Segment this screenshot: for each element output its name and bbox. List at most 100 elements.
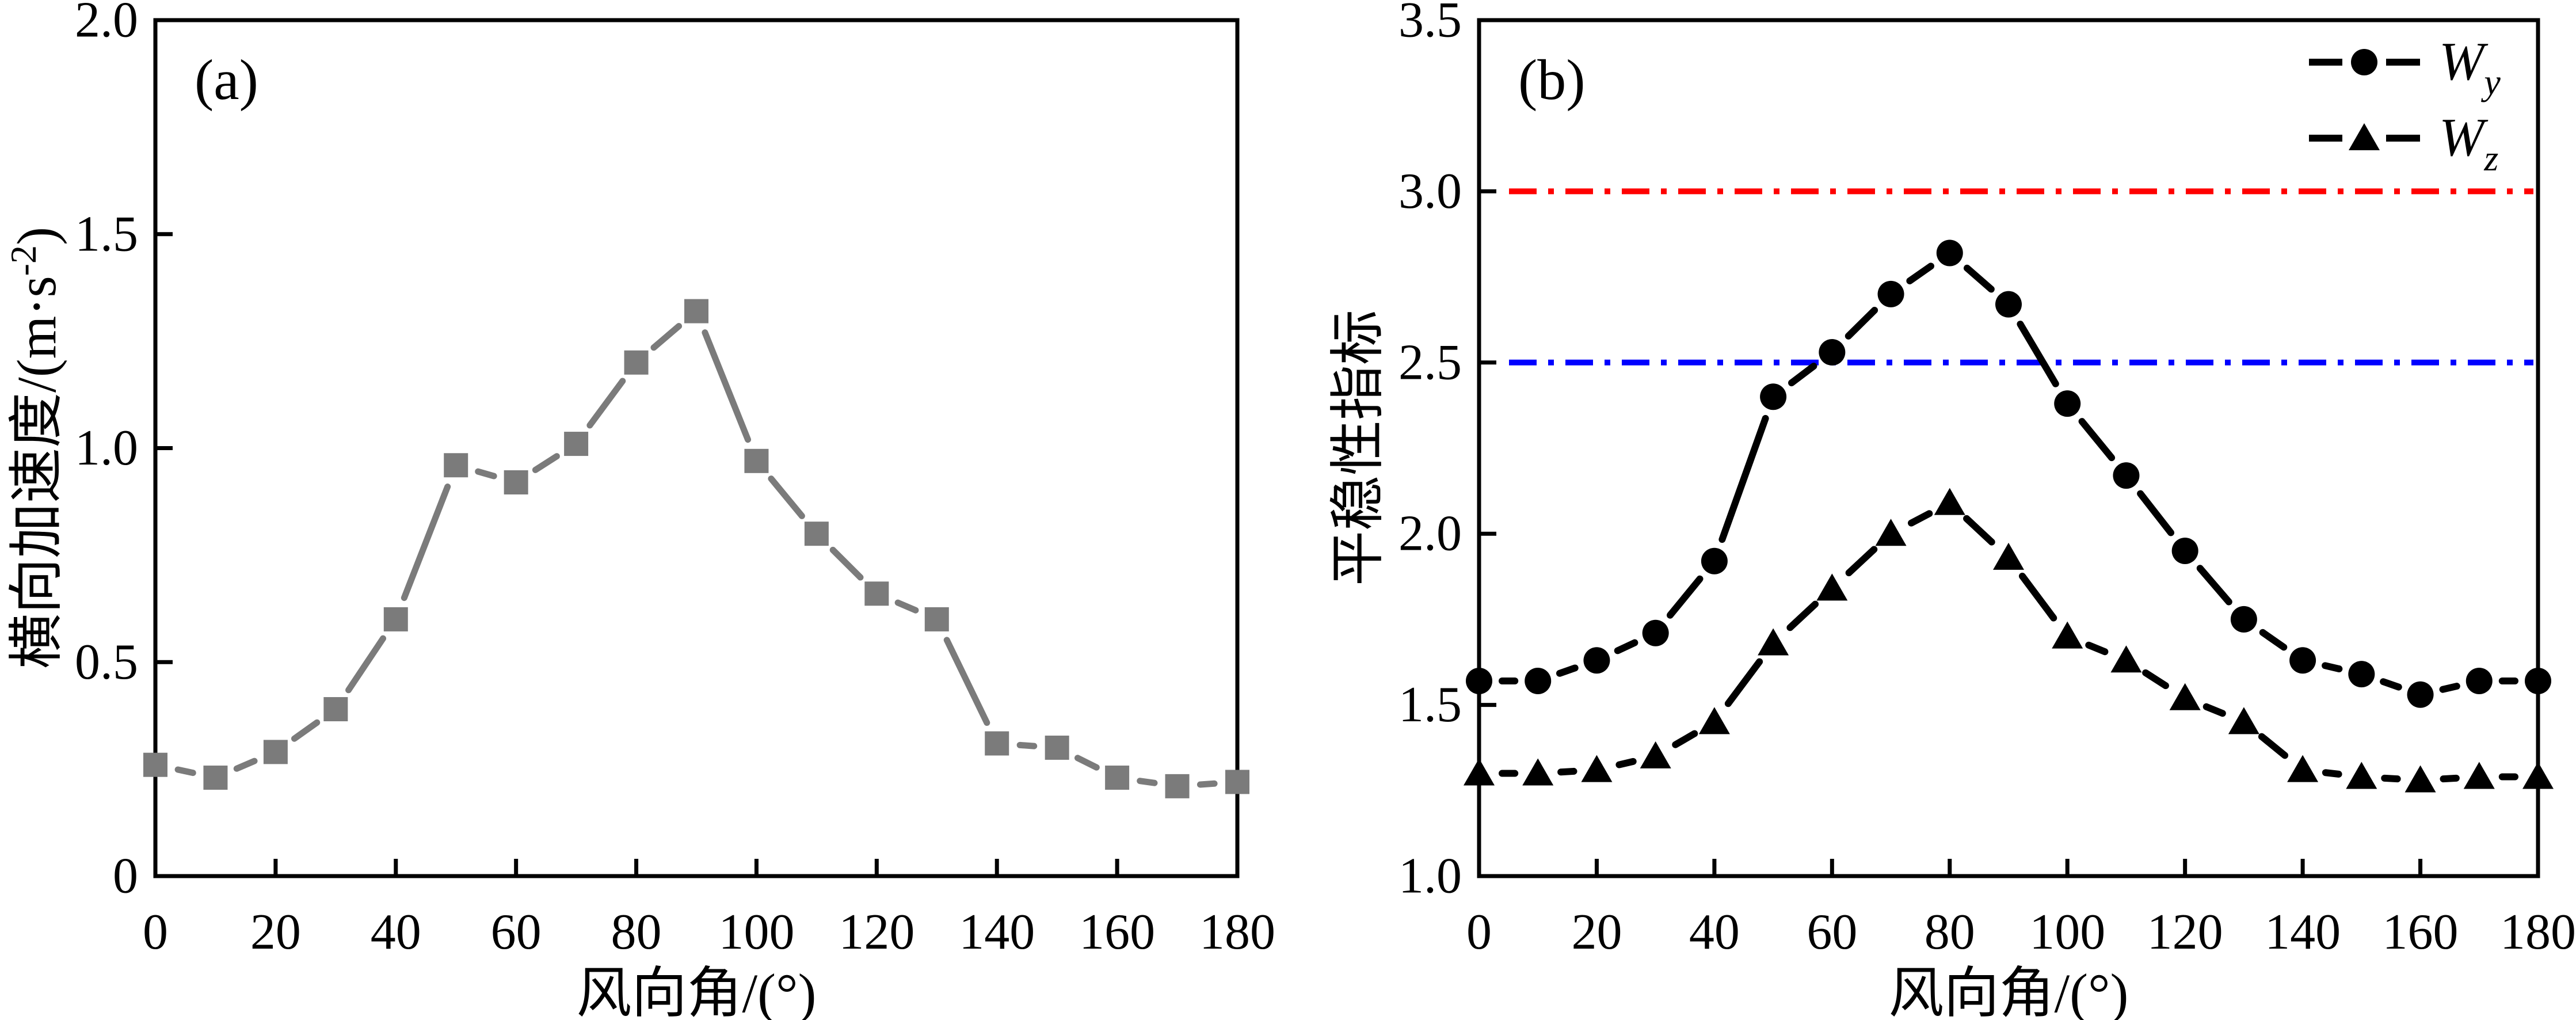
x-tick-label: 20 bbox=[250, 904, 301, 960]
x-tick-label: 0 bbox=[1466, 904, 1492, 960]
series-marker-lateral_acceleration bbox=[804, 522, 829, 546]
series-line-Wz bbox=[2322, 769, 2342, 778]
series-marker-lateral_acceleration bbox=[1225, 770, 1249, 794]
series-line-Wz bbox=[1557, 767, 1577, 776]
series-line-lateral_acceleration bbox=[586, 378, 626, 429]
series-line-Wy bbox=[2380, 678, 2402, 691]
series-marker-lateral_acceleration bbox=[564, 432, 589, 456]
legend-marker-Wy bbox=[2351, 49, 2377, 75]
series-line-Wz bbox=[2202, 703, 2226, 717]
series-line-lateral_acceleration bbox=[233, 758, 258, 772]
series-line-Wz bbox=[2018, 572, 2057, 622]
legend-marker-Wz bbox=[2349, 123, 2380, 150]
series-marker-Wy bbox=[2407, 681, 2434, 708]
series-marker-Wy bbox=[1936, 239, 1963, 267]
series-marker-Wz bbox=[2404, 765, 2436, 793]
series-line-lateral_acceleration bbox=[829, 546, 864, 581]
x-tick-label: 100 bbox=[718, 904, 794, 960]
y-tick-label: 1.5 bbox=[75, 206, 138, 262]
series-marker-Wy bbox=[1760, 383, 1787, 410]
series-line-Wy bbox=[1718, 414, 1769, 543]
series-marker-Wy bbox=[1466, 667, 1492, 694]
series-line-Wy bbox=[2259, 629, 2288, 651]
series-line-lateral_acceleration bbox=[174, 766, 196, 777]
series-line-Wy bbox=[1666, 575, 1704, 619]
series-marker-Wz bbox=[2522, 762, 2554, 789]
y-tick-label: 1.0 bbox=[75, 420, 138, 476]
series-line-lateral_acceleration bbox=[1016, 741, 1038, 749]
series-marker-Wz bbox=[1581, 755, 1613, 782]
series-line-Wz bbox=[2142, 669, 2169, 690]
series-line-Wz bbox=[1786, 600, 1819, 631]
x-tick-label: 40 bbox=[371, 904, 421, 960]
series-line-Wy bbox=[1614, 639, 1638, 654]
x-tick-label: 160 bbox=[2383, 904, 2459, 960]
series-marker-Wz bbox=[1816, 573, 1848, 601]
series-marker-lateral_acceleration bbox=[684, 299, 708, 323]
series-line-Wy bbox=[1963, 264, 1995, 293]
series-marker-lateral_acceleration bbox=[924, 607, 949, 631]
series-marker-Wz bbox=[2052, 621, 2083, 649]
series-marker-Wz bbox=[2169, 683, 2201, 710]
series-marker-lateral_acceleration bbox=[143, 752, 167, 777]
series-marker-Wz bbox=[2463, 762, 2495, 789]
series-line-Wz bbox=[1615, 758, 1637, 768]
series-line-lateral_acceleration bbox=[768, 475, 805, 519]
series-marker-Wz bbox=[2110, 645, 2142, 673]
y-tick-label: 0 bbox=[113, 848, 138, 904]
x-axis-title: 风向角/(°) bbox=[577, 962, 817, 1020]
y-tick-label: 3.0 bbox=[1398, 163, 1462, 219]
plot-frame-(b) bbox=[1477, 18, 2540, 878]
series-marker-lateral_acceleration bbox=[985, 731, 1009, 756]
series-marker-Wz bbox=[1640, 741, 1671, 768]
series-line-Wz bbox=[1724, 658, 1763, 707]
series-marker-Wz bbox=[1464, 758, 1495, 786]
series-line-Wz bbox=[2085, 641, 2109, 656]
series-marker-Wz bbox=[2346, 762, 2377, 789]
series-line-Wy bbox=[2017, 321, 2059, 387]
series-marker-lateral_acceleration bbox=[504, 470, 528, 494]
y-tick-label: 0.5 bbox=[75, 634, 138, 690]
series-marker-Wy bbox=[1701, 547, 1728, 574]
series-line-Wz bbox=[2381, 774, 2401, 783]
series-line-Wy bbox=[2078, 418, 2116, 462]
series-marker-lateral_acceleration bbox=[744, 448, 769, 473]
series-marker-Wy bbox=[1995, 291, 2022, 318]
y-tick-label: 3.5 bbox=[1398, 0, 1462, 48]
series-line-Wz bbox=[2258, 733, 2289, 759]
x-tick-label: 60 bbox=[491, 904, 542, 960]
x-tick-label: 80 bbox=[611, 904, 662, 960]
y-tick-label: 1.5 bbox=[1398, 677, 1462, 733]
series-line-lateral_acceleration bbox=[475, 468, 497, 479]
series-marker-lateral_acceleration bbox=[1045, 735, 1069, 760]
series-line-Wz bbox=[2440, 774, 2460, 783]
series-line-lateral_acceleration bbox=[1074, 755, 1100, 771]
series-marker-Wz bbox=[1758, 628, 1789, 656]
series-line-lateral_acceleration bbox=[532, 453, 560, 473]
series-marker-Wy bbox=[1642, 619, 1669, 646]
series-marker-Wy bbox=[1819, 338, 1846, 366]
x-tick-label: 100 bbox=[2029, 904, 2105, 960]
x-tick-label: 140 bbox=[2265, 904, 2341, 960]
series-marker-lateral_acceleration bbox=[624, 350, 649, 375]
x-tick-label: 20 bbox=[1571, 904, 1622, 960]
series-marker-Wz bbox=[1934, 488, 1965, 515]
legend-label-Wz: Wz bbox=[2439, 108, 2498, 178]
series-line-Wy bbox=[2196, 565, 2232, 606]
legend-label-Wy: Wy bbox=[2439, 32, 2501, 102]
series-marker-Wy bbox=[2348, 661, 2375, 688]
series-line-lateral_acceleration bbox=[345, 635, 387, 694]
x-axis-title: 风向角/(°) bbox=[1889, 962, 2129, 1020]
series-line-lateral_acceleration bbox=[401, 484, 451, 602]
series-line-lateral_acceleration bbox=[1196, 780, 1218, 788]
series-line-lateral_acceleration bbox=[291, 719, 321, 742]
series-line-Wy bbox=[1845, 306, 1878, 340]
series-line-Wy bbox=[2322, 662, 2343, 673]
series-line-Wy bbox=[2137, 490, 2175, 536]
series-marker-Wz bbox=[1522, 758, 1554, 786]
series-line-lateral_acceleration bbox=[702, 329, 752, 443]
series-line-Wz bbox=[1963, 515, 1995, 546]
series-marker-lateral_acceleration bbox=[1165, 774, 1190, 798]
series-marker-Wy bbox=[2289, 647, 2316, 674]
